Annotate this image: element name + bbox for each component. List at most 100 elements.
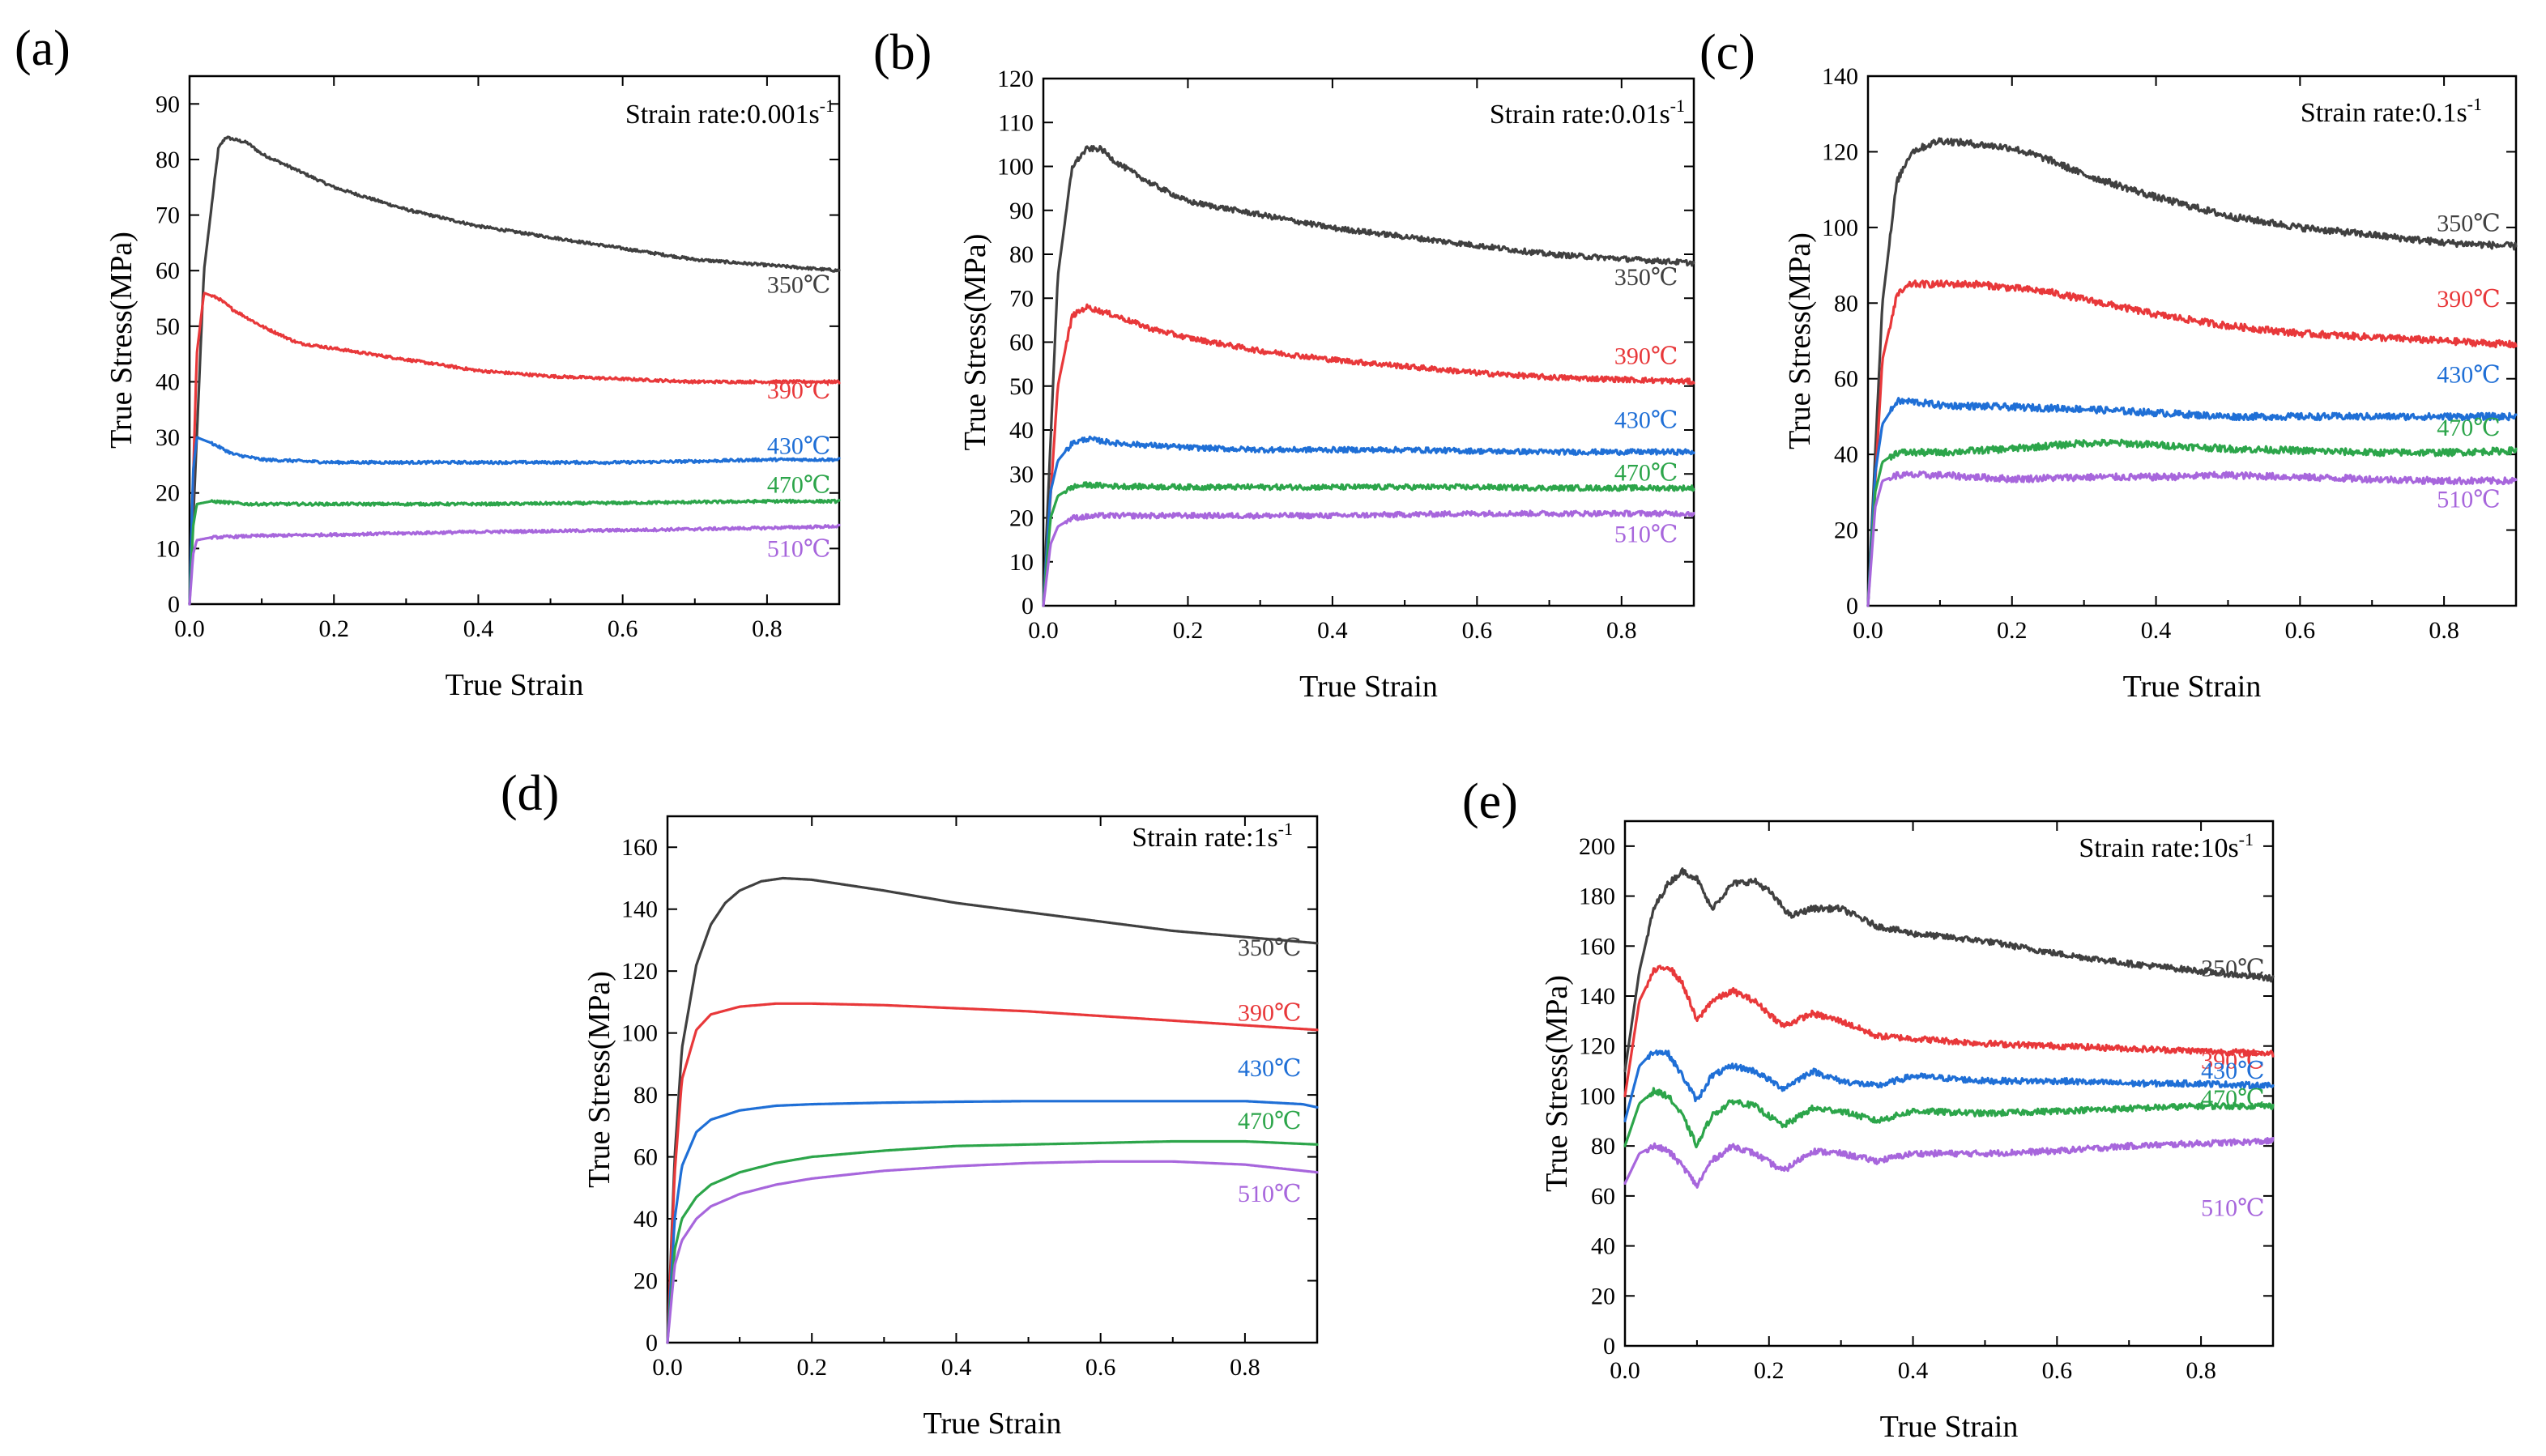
x-tick-label: 0.6 [2285, 617, 2316, 644]
series-line-430℃ [1623, 1049, 2275, 1122]
y-tick-label: 140 [1579, 983, 1615, 1010]
series-line-390℃ [666, 1002, 1319, 1344]
y-tick-label: 50 [1009, 373, 1034, 400]
series-label: 510℃ [2437, 487, 2501, 513]
strain-rate-exponent: -1 [1670, 96, 1685, 116]
series-label: 430℃ [767, 433, 831, 460]
y-tick-label: 30 [1009, 461, 1034, 487]
panel-letter: (d) [501, 766, 559, 821]
strain-rate-text: Strain rate:1s [1132, 823, 1277, 853]
series-line-350℃ [1866, 137, 2518, 607]
y-tick-label: 20 [1009, 505, 1034, 532]
series-label: 350℃ [1614, 264, 1678, 291]
strain-rate-text: Strain rate:10s [2079, 833, 2238, 863]
y-axis-title: True Stress(MPa) [1540, 975, 1574, 1192]
series-label: 350℃ [767, 272, 831, 299]
series-label: 350℃ [2437, 211, 2501, 237]
y-axis-title: True Stress(MPa) [104, 232, 139, 449]
plot-frame [1866, 75, 2518, 607]
y-axis-title: True Stress(MPa) [1783, 232, 1817, 449]
y-tick-label: 60 [1009, 330, 1034, 356]
y-tick-label: 10 [156, 535, 180, 562]
x-tick-label: 0.4 [941, 1354, 972, 1381]
x-tick-label: 0.0 [1610, 1357, 1640, 1384]
series-line-470℃ [1866, 438, 2518, 607]
y-tick-label: 40 [633, 1206, 658, 1232]
x-tick-label: 0.8 [1230, 1354, 1260, 1381]
x-tick-label: 0.2 [1754, 1357, 1785, 1384]
y-tick-label: 120 [1579, 1033, 1615, 1060]
strain-rate-exponent: -1 [2239, 829, 2254, 849]
series-label: 510℃ [767, 536, 831, 563]
x-tick-label: 0.6 [1085, 1354, 1116, 1381]
y-tick-label: 80 [156, 147, 180, 173]
x-axis-title: True Strain [446, 668, 584, 702]
y-tick-label: 80 [1591, 1133, 1615, 1160]
y-tick-label: 120 [997, 66, 1034, 92]
chart-panel-3: (c) 0.0 0.2 0.4 0.6 0.8 0 20 40 60 80 100 120 140 True… [1699, 25, 2518, 704]
strain-rate-text: Strain rate:0.1s [2301, 98, 2467, 128]
y-tick-label: 160 [621, 834, 658, 861]
y-tick-label: 0 [1846, 593, 1858, 619]
panel-letter: (b) [873, 25, 932, 80]
chart-panel-1: (a) 0.0 0.2 0.4 0.6 0.8 0 10 20 30 40 50 60 70 80 90 Tru… [15, 21, 841, 702]
series-line-430℃ [1866, 397, 2518, 607]
x-tick-label: 0.8 [1606, 617, 1637, 644]
y-tick-label: 20 [633, 1268, 658, 1295]
y-tick-label: 100 [1579, 1083, 1615, 1109]
chart-panel-2: (b) 0.0 0.2 0.4 0.6 0.8 0 10 20 30 40 50 60 70 80 90 100… [873, 25, 1695, 704]
y-tick-label: 40 [156, 368, 180, 395]
series-line-470℃ [666, 1139, 1319, 1344]
plot-frame [666, 815, 1319, 1344]
panel-letter: (c) [1699, 25, 1755, 80]
series-label: 390℃ [1238, 999, 1302, 1026]
series-label: 510℃ [1238, 1181, 1302, 1207]
series-label: 430℃ [2201, 1058, 2265, 1084]
series-line-430℃ [1042, 435, 1695, 607]
series-line-430℃ [666, 1100, 1319, 1344]
y-tick-label: 40 [1834, 441, 1858, 468]
series-label: 350℃ [2201, 955, 2265, 981]
x-tick-label: 0.2 [1997, 617, 2028, 644]
strain-rate-exponent: -1 [2467, 94, 2482, 114]
panel-letter: (e) [1462, 774, 1518, 829]
y-tick-label: 110 [998, 109, 1034, 136]
x-tick-label: 0.4 [2141, 617, 2172, 644]
plot-frame [1042, 77, 1695, 607]
x-tick-label: 0.8 [2429, 617, 2459, 644]
y-axis-title: True Stress(MPa) [958, 234, 992, 451]
x-tick-label: 0.4 [463, 615, 494, 642]
y-axis-title: True Stress(MPa) [582, 971, 616, 1188]
plot-frame [188, 75, 841, 606]
y-tick-label: 20 [1834, 517, 1858, 544]
series-label: 430℃ [1238, 1055, 1302, 1082]
y-tick-label: 60 [633, 1144, 658, 1171]
y-tick-label: 20 [156, 480, 180, 507]
strain-rate-exponent: -1 [820, 96, 834, 116]
y-tick-label: 60 [1834, 366, 1858, 393]
series-label: 390℃ [1614, 343, 1678, 370]
x-tick-label: 0.8 [2186, 1357, 2216, 1384]
series-label: 430℃ [1614, 407, 1678, 433]
x-tick-label: 0.0 [174, 615, 205, 642]
y-tick-label: 40 [1009, 417, 1034, 444]
x-axis-title: True Strain [1880, 1410, 2019, 1444]
x-tick-label: 0.4 [1898, 1357, 1929, 1384]
y-tick-label: 0 [646, 1330, 658, 1356]
y-tick-label: 90 [156, 91, 180, 117]
series-label: 510℃ [2201, 1195, 2265, 1222]
series-line-430℃ [188, 436, 841, 606]
series-line-510℃ [1866, 470, 2518, 607]
y-tick-label: 140 [621, 896, 658, 923]
y-tick-label: 120 [621, 958, 658, 985]
series-line-470℃ [188, 498, 841, 606]
x-tick-label: 0.2 [1173, 617, 1204, 644]
series-label: 390℃ [2437, 286, 2501, 313]
y-tick-label: 0 [1603, 1333, 1615, 1360]
strain-rate-label: Strain rate:10s-1 [2079, 829, 2254, 863]
x-tick-label: 0.6 [2042, 1357, 2073, 1384]
x-tick-label: 0.8 [752, 615, 783, 642]
y-tick-label: 70 [156, 202, 180, 229]
x-tick-label: 0.0 [652, 1354, 683, 1381]
